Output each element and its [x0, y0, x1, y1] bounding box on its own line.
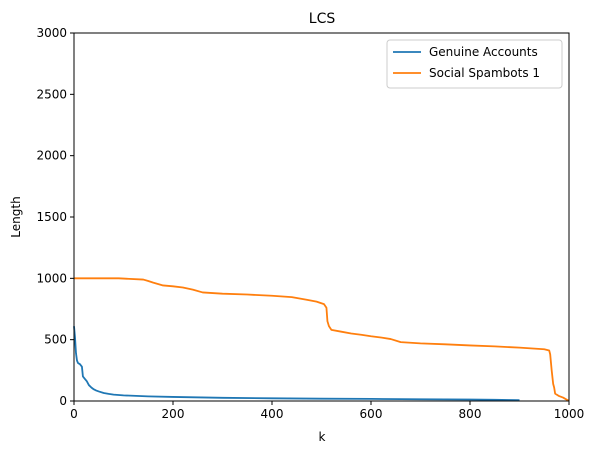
- series-line-social-spambots-1: [74, 277, 570, 402]
- y-tick-label: 2000: [36, 149, 67, 163]
- x-axis-ticks: 0 200 400 600 800 1000: [70, 401, 584, 421]
- legend-label-social-spambots-1: Social Spambots 1: [429, 66, 540, 80]
- series-line-genuine-accounts: [73, 326, 520, 402]
- chart-title: LCS: [309, 11, 336, 27]
- y-tick-label: 3000: [36, 26, 67, 40]
- x-tick-label: 0: [70, 407, 78, 421]
- x-tick-label: 800: [459, 407, 482, 421]
- legend-label-genuine-accounts: Genuine Accounts: [429, 45, 538, 59]
- y-tick-label: 1500: [36, 210, 67, 224]
- y-tick-label: 500: [44, 333, 67, 347]
- plot-lines: [73, 277, 570, 402]
- legend-box: [386, 39, 563, 89]
- x-tick-label: 600: [360, 407, 383, 421]
- x-tick-label: 400: [261, 407, 284, 421]
- x-axis-label: k: [319, 430, 326, 444]
- legend: Genuine Accounts Social Spambots 1: [386, 39, 563, 89]
- y-tick-label: 0: [59, 394, 67, 408]
- y-tick-label: 2500: [36, 87, 67, 101]
- y-axis-ticks: 0 500 1000 1500 2000 2500 3000: [36, 26, 74, 408]
- y-axis-label: Length: [9, 196, 23, 237]
- y-tick-label: 1000: [36, 271, 67, 285]
- x-tick-label: 1000: [554, 407, 585, 421]
- x-tick-label: 200: [162, 407, 185, 421]
